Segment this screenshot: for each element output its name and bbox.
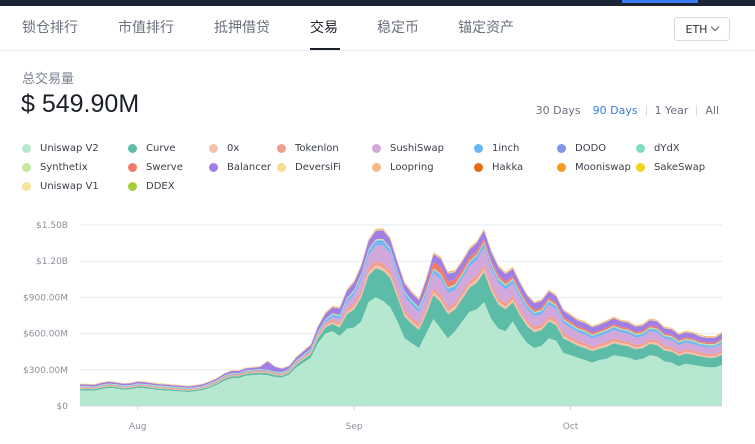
legend-dot-icon [22,163,31,172]
legend-item-dodo[interactable]: DODO [557,143,606,154]
legend-dot-icon [557,163,566,172]
area-series-uniswap-v2 [80,297,722,406]
legend-label: Uniswap V1 [40,181,99,192]
legend-dot-icon [22,182,31,191]
legend-item-0x[interactable]: 0x [209,143,239,154]
tab-lending[interactable]: 抵押借贷 [214,20,270,36]
legend-dot-icon [474,163,483,172]
legend-item-loopring[interactable]: Loopring [372,162,434,173]
chevron-down-icon [711,22,720,32]
legend-label: SakeSwap [654,162,706,173]
legend-item-mooniswap[interactable]: Mooniswap [557,162,631,173]
legend-item-uniswap-v2[interactable]: Uniswap V2 [22,143,99,154]
tab-stablecoins[interactable]: 稳定币 [377,20,419,36]
legend-item-tokenlon[interactable]: Tokenlon [277,143,339,154]
y-tick-label: $600.00M [23,330,68,340]
legend-dot-icon [209,144,218,153]
y-tick-label: $1.20B [36,257,68,267]
currency-select[interactable]: ETH [674,17,730,41]
y-tick-label: $300.00M [23,366,68,376]
legend-label: Swerve [146,162,183,173]
range-90-days[interactable]: 90 Days [592,104,638,117]
legend-label: 1inch [492,143,520,154]
x-tick-label: Sep [346,422,363,432]
legend-item-hakka[interactable]: Hakka [474,162,523,173]
tab-bar: 锁仓排行 市值排行 抵押借贷 交易 稳定币 锚定资产 ETH [0,6,755,51]
legend-dot-icon [128,182,137,191]
legend-label: Curve [146,143,176,154]
legend-label: Loopring [390,162,434,173]
legend-dot-icon [636,163,645,172]
legend-dot-icon [209,163,218,172]
legend-label: SushiSwap [390,143,445,154]
tab-trading[interactable]: 交易 [310,20,338,36]
range-1-year[interactable]: 1 Year [654,104,689,117]
legend-label: Mooniswap [575,162,631,173]
legend-dot-icon [128,144,137,153]
legend-item-synthetix[interactable]: Synthetix [22,162,88,173]
tab-pegged-assets[interactable]: 锚定资产 [458,20,514,36]
legend-item-uniswap-v1[interactable]: Uniswap V1 [22,181,99,192]
x-tick-label: Aug [129,422,147,432]
legend-item-deversifi[interactable]: DeversiFi [277,162,341,173]
top-bar [0,0,755,6]
legend-dot-icon [636,144,645,153]
legend-item-1inch[interactable]: 1inch [474,143,519,154]
tab-tvl-ranking[interactable]: 锁仓排行 [22,20,78,36]
range-divider [645,105,647,116]
legend-item-sushiswap[interactable]: SushiSwap [372,143,444,154]
legend-label: Balancer [227,162,271,173]
legend-dot-icon [277,144,286,153]
legend-item-curve[interactable]: Curve [128,143,176,154]
legend-dot-icon [557,144,566,153]
active-tab-indicator [310,48,340,50]
range-all[interactable]: All [705,104,719,117]
legend-label: Uniswap V2 [40,143,99,154]
legend-label: DODO [575,143,607,154]
legend-item-dydx[interactable]: dYdX [636,143,680,154]
time-range-selector: 30 Days 90 Days 1 Year All [530,104,725,117]
top-bar-accent [622,0,698,3]
legend-item-sakeswap[interactable]: SakeSwap [636,162,705,173]
volume-area-chart: $0 $300.00M $600.00M $900.00M $1.20B $1.50B Au… [23,221,722,432]
legend-item-ddex[interactable]: DDEX [128,181,175,192]
legend-label: Tokenlon [295,143,339,154]
legend-label: Hakka [492,162,524,173]
metric-label: 总交易量 [22,72,75,87]
legend-dot-icon [277,163,286,172]
tab-market-cap-ranking[interactable]: 市值排行 [118,20,174,36]
legend-dot-icon [128,163,137,172]
legend-label: DeversiFi [295,162,341,173]
range-divider [696,105,698,116]
metric-value: $ 549.90M [21,90,140,118]
y-tick-label: $0 [57,402,69,412]
currency-select-value: ETH [685,22,708,36]
legend-label: dYdX [654,143,680,154]
x-tick-label: Oct [563,422,579,432]
legend-dot-icon [474,144,483,153]
legend-label: DDEX [146,181,175,192]
legend-dot-icon [372,144,381,153]
legend-item-swerve[interactable]: Swerve [128,162,183,173]
legend-item-balancer[interactable]: Balancer [209,162,271,173]
range-30-days[interactable]: 30 Days [535,104,581,117]
legend-label: Synthetix [40,162,88,173]
y-tick-label: $900.00M [23,293,68,303]
legend-label: 0x [227,143,240,154]
legend-dot-icon [22,144,31,153]
legend-dot-icon [372,163,381,172]
y-tick-label: $1.50B [36,221,68,231]
